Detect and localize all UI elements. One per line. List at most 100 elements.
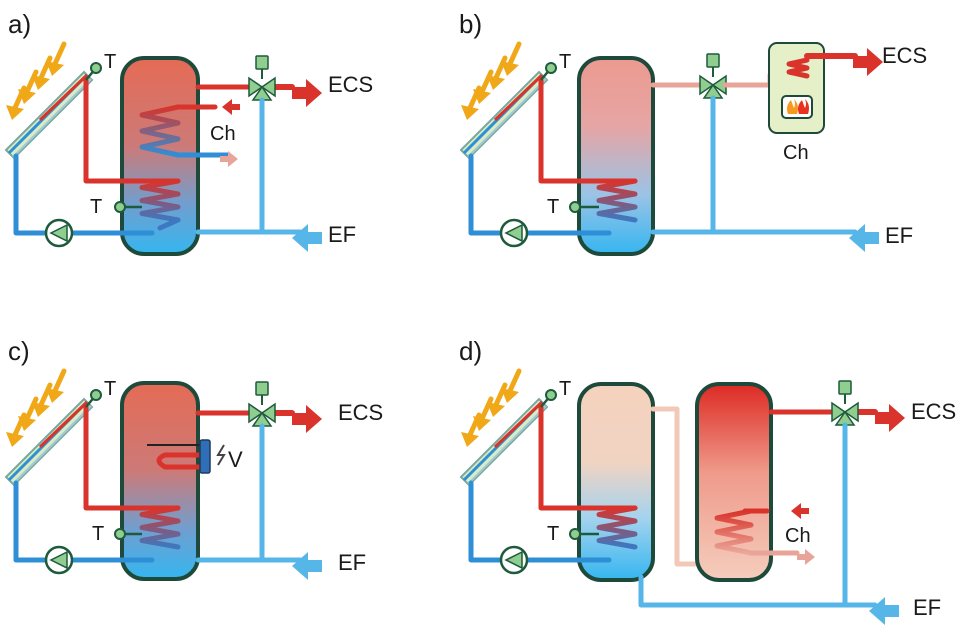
collector-absorber-hot — [38, 73, 89, 122]
panel-label: d) — [459, 336, 482, 366]
storage-tank — [120, 381, 200, 581]
collector-sensor-label: T — [104, 51, 116, 73]
hot-water-label: ECS — [338, 400, 383, 425]
sun-ray-arrow-icon — [506, 368, 522, 396]
cold-water-arrow — [292, 224, 322, 252]
solar-heat-exchanger-coil — [596, 178, 638, 223]
collector-glass — [467, 78, 547, 158]
sun-ray-arrow-icon — [23, 396, 39, 424]
electric-heater-icon — [156, 452, 203, 470]
cold-water-arrow — [292, 552, 322, 580]
heating-label: Ch — [785, 525, 811, 547]
solar-cold-pipe — [13, 480, 155, 563]
sun-ray-arrow-icon — [37, 55, 53, 83]
tank-sensor-label: T — [92, 523, 104, 545]
sun-ray-arrow-icon — [478, 396, 494, 424]
electric-heater-housing — [199, 439, 211, 474]
sun-ray-arrowhead — [32, 402, 50, 417]
boiler-flame-icon — [798, 99, 809, 114]
coil-outlet — [157, 217, 181, 231]
pump-triangle — [49, 550, 68, 570]
valve-wing-left — [699, 74, 715, 96]
solar-cold-pipe — [13, 153, 155, 236]
temperature-sensor-icon — [569, 201, 581, 213]
sun-ray-arrowhead — [487, 402, 505, 417]
pump-triangle — [504, 223, 523, 243]
hot-water-label: ECS — [328, 72, 373, 97]
cold-water-pipe — [638, 574, 878, 608]
hot-water-label: ECS — [911, 399, 956, 424]
panel-label: b) — [459, 9, 482, 39]
tank-sensor-label: T — [547, 523, 559, 545]
collector-sensor-label: T — [559, 51, 571, 73]
sun-ray-arrowhead — [501, 61, 519, 76]
to-boiler-pipe — [722, 72, 773, 88]
hot-water-arrow — [292, 405, 322, 433]
panel-label: a) — [8, 9, 31, 39]
storage-tank — [577, 56, 655, 256]
sun-ray-arrowhead — [18, 416, 36, 431]
cold-water-arrow — [869, 597, 899, 625]
valve-wing-right — [260, 76, 276, 98]
sun-ray-arrow-icon — [478, 69, 494, 97]
valve-actuator — [255, 381, 269, 396]
cold-water-label: EF — [885, 223, 913, 248]
cold-water-arrow — [849, 224, 879, 252]
hot-water-arrow — [853, 48, 883, 76]
valve-wing-right — [260, 402, 276, 424]
sun-ray-arrow-icon — [492, 55, 508, 83]
sun-ray-arrowhead — [46, 388, 64, 403]
valve-actuator — [838, 380, 852, 395]
heating-flow-arrow — [220, 151, 238, 167]
valve-actuator — [706, 53, 720, 68]
panel-label: c) — [8, 336, 30, 366]
temperature-sensor-icon — [569, 528, 581, 540]
solar-cold-pipe — [468, 480, 612, 563]
collector-sensor-label: T — [104, 378, 116, 400]
boiler-label: Ch — [783, 142, 809, 164]
sun-ray-arrowhead — [461, 105, 479, 120]
sun-ray-arrowhead — [6, 432, 24, 447]
preheat-transfer-pipe — [650, 406, 698, 567]
sun-ray-arrowhead — [473, 416, 491, 431]
collector-absorber-hot — [493, 400, 544, 449]
sun-ray-arrowhead — [46, 61, 64, 76]
valve-wing-left — [831, 401, 847, 423]
panel-d: d) Ch ECS EF T T — [459, 336, 956, 625]
heating-flow-arrow — [797, 549, 815, 565]
valve-wing-left — [248, 402, 264, 424]
panel-c: c) V ECS EF T T — [4, 336, 383, 581]
temperature-sensor-icon — [114, 201, 126, 213]
temperature-sensor-icon — [545, 62, 557, 74]
valve-wing-left — [248, 76, 264, 98]
hot-water-arrow — [292, 79, 322, 107]
solar-heat-exchanger-coil — [139, 178, 181, 223]
temperature-sensor-icon — [90, 389, 102, 401]
sun-ray-arrowhead — [501, 388, 519, 403]
solar-hot-pipe — [83, 402, 181, 511]
boiler-flame-icon — [787, 99, 798, 114]
temperature-sensor-icon — [114, 528, 126, 540]
sun-ray-arrow-icon — [51, 41, 67, 69]
panel-a: a) Ch ECS EF T T — [4, 9, 373, 256]
panel-b: b) Ch ECS EF T T — [459, 9, 927, 256]
collector-sensor-label: T — [559, 378, 571, 400]
solar-heat-exchanger-coil — [596, 505, 638, 550]
heating-label: Ch — [210, 123, 236, 145]
sun-ray-arrow-icon — [37, 382, 53, 410]
sun-ray-arrow-icon — [492, 382, 508, 410]
electric-bolt-icon — [216, 444, 226, 466]
cold-water-label: EF — [913, 595, 941, 620]
valve-actuator — [255, 55, 269, 70]
tank-sensor-label: T — [547, 196, 559, 218]
sun-ray-arrow-icon — [51, 368, 67, 396]
temperature-sensor-icon — [545, 389, 557, 401]
cold-water-label: EF — [338, 550, 366, 575]
heating-coil — [714, 508, 754, 556]
boiler-coil — [786, 57, 810, 79]
sun-ray-arrowhead — [461, 432, 479, 447]
hot-water-label: ECS — [882, 43, 927, 68]
solar-hot-pipe — [538, 75, 638, 184]
temperature-sensor-icon — [90, 62, 102, 74]
